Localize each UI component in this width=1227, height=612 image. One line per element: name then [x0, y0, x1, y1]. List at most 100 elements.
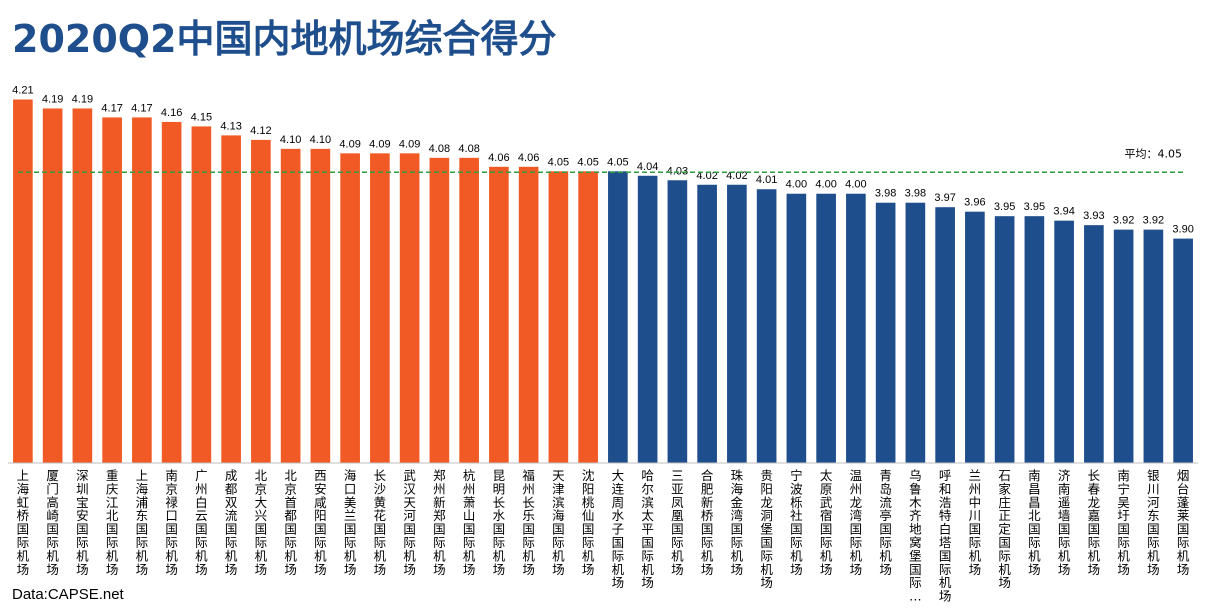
bar-value-label: 4.03 — [667, 165, 688, 177]
category-label: 深圳宝安国际机场 — [76, 468, 89, 577]
category-label: 昆明长水国际机场 — [493, 468, 506, 577]
bar — [816, 193, 836, 464]
category-label: 南宁吴圩国际机场 — [1117, 468, 1130, 577]
value-labels-layer: 4.21 4.19 4.19 4.17 4.17 4.16 4.15 4.13 4.12 4.10… — [12, 84, 1194, 235]
bar-value-label: 3.93 — [1083, 210, 1104, 222]
category-label: 海口美兰国际机场 — [344, 468, 357, 577]
bar-value-label: 4.17 — [101, 102, 122, 114]
category-label: 大连周水子国际机场 — [612, 468, 625, 590]
bar — [370, 153, 390, 463]
bar-value-label: 4.05 — [548, 156, 569, 168]
bar — [102, 117, 122, 463]
bar-value-label: 4.00 — [815, 179, 836, 191]
bar — [161, 121, 182, 464]
bar-value-label: 3.92 — [1113, 215, 1134, 227]
category-label: 南昌昌北国际机场 — [1028, 468, 1041, 577]
bar-value-label: 4.19 — [72, 93, 93, 105]
bar-value-label: 4.08 — [429, 143, 450, 155]
category-label: 烟台蓬莱国际机场 — [1177, 468, 1190, 577]
source-note: Data:CAPSE.net — [12, 586, 124, 603]
bar — [459, 157, 479, 463]
bar — [340, 153, 360, 463]
category-label: 福州长乐国际机场 — [522, 468, 535, 577]
bar-value-label: 4.04 — [637, 161, 658, 173]
bar-value-label: 4.06 — [518, 152, 539, 164]
bar — [697, 184, 717, 463]
category-label: 上海虹桥国际机场 — [17, 468, 30, 577]
category-label: 珠海金湾国际机场 — [731, 468, 744, 577]
bar — [1084, 225, 1104, 463]
chart-title: 2020Q2中国内地机场综合得分 — [12, 17, 557, 61]
category-label: 宁波栎社国际机场 — [790, 468, 803, 577]
bar — [786, 193, 807, 464]
bar — [727, 184, 747, 463]
bar — [875, 202, 896, 463]
bar — [1113, 229, 1134, 463]
bar-value-label: 4.17 — [131, 102, 152, 114]
bar — [72, 108, 93, 464]
bar-value-label: 4.01 — [756, 174, 777, 186]
bar-value-label: 3.95 — [994, 201, 1015, 213]
bar-value-label: 4.09 — [339, 138, 360, 150]
bar-value-label: 3.98 — [905, 188, 926, 200]
category-label: 北京大兴国际机场 — [255, 468, 268, 577]
category-label: 天津滨海国际机场 — [552, 468, 565, 577]
category-label: 广州白云国际机场 — [195, 468, 208, 577]
bar — [578, 171, 598, 464]
bar-value-label: 3.90 — [1172, 224, 1193, 236]
bar-value-label: 4.02 — [726, 170, 747, 182]
bar — [429, 157, 450, 463]
bar-value-label: 4.09 — [399, 138, 420, 150]
category-label: 合肥新桥国际机场 — [701, 468, 714, 577]
category-label: 太原武宿国际机场 — [820, 468, 833, 577]
bar — [935, 207, 955, 463]
bar — [608, 171, 628, 464]
bars-layer — [13, 99, 1193, 464]
bar — [756, 189, 777, 464]
category-label: 南京禄口国际机场 — [165, 468, 178, 577]
bar — [280, 148, 301, 463]
bar-value-label: 4.10 — [280, 134, 301, 146]
category-label: 西安咸阳国际机场 — [314, 468, 327, 577]
bar — [251, 139, 271, 463]
bar-value-label: 4.00 — [786, 179, 807, 191]
category-label: 成都双流国际机场 — [225, 468, 238, 577]
category-label: 温州龙湾国际机场 — [850, 468, 863, 577]
bar-value-label: 4.10 — [310, 134, 331, 146]
bar-value-label: 4.12 — [250, 125, 271, 137]
bar — [846, 193, 866, 464]
bar-value-label: 4.09 — [369, 138, 390, 150]
category-label: 长春龙嘉国际机场 — [1088, 468, 1101, 577]
bar — [489, 166, 509, 464]
category-label: 上海浦东国际机场 — [136, 468, 149, 577]
bar-value-label: 4.13 — [220, 120, 241, 132]
category-label: 呼和浩特白塔国际机场 — [939, 468, 952, 604]
category-label: 沈阳桃仙国际机场 — [582, 468, 595, 577]
category-label: 兰州中川国际机场 — [969, 468, 982, 577]
bar — [191, 126, 212, 463]
bar-value-label: 4.15 — [191, 111, 212, 123]
bar — [667, 180, 688, 463]
bar — [518, 166, 539, 464]
bar-value-label: 4.16 — [161, 107, 182, 119]
bar — [13, 99, 33, 464]
bar — [310, 148, 331, 463]
bar — [994, 216, 1015, 463]
category-label: 青岛流亭国际机场 — [879, 468, 892, 577]
bar — [1143, 229, 1164, 463]
average-label: 平均：4.05 — [1125, 147, 1183, 160]
category-label: 重庆江北国际机场 — [106, 468, 119, 577]
bar-value-label: 4.06 — [488, 152, 509, 164]
category-label: 银川河东国际机场 — [1147, 468, 1160, 577]
category-labels-layer: 上海虹桥国际机场 厦门高崎国际机场 深圳宝安国际机场 重庆江北国际机场 上海浦东国际机场… — [17, 468, 1190, 604]
bar-value-label: 3.98 — [875, 188, 896, 200]
bar — [132, 117, 152, 463]
bar — [1054, 220, 1074, 463]
category-label: 厦门高崎国际机场 — [46, 468, 59, 577]
bar — [1024, 216, 1045, 463]
bar-value-label: 3.95 — [1024, 201, 1045, 213]
bar-value-label: 4.05 — [607, 156, 628, 168]
category-label: 贵阳龙洞堡国际机场 — [760, 468, 773, 590]
bar — [399, 153, 420, 463]
